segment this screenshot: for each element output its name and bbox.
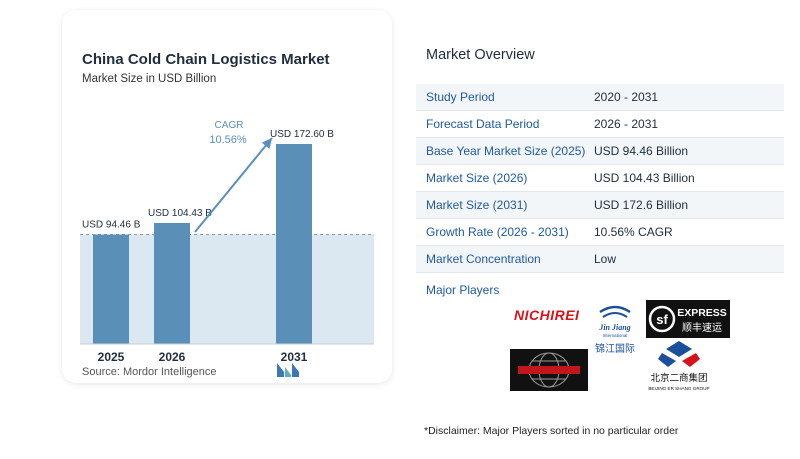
svg-text:NICHIREI: NICHIREI — [514, 307, 580, 323]
cagr-label: CAGR — [215, 120, 244, 131]
chart-title: China Cold Chain Logistics Market — [82, 51, 330, 68]
jinjiang-logo: Jin Jiang International 锦江国际 — [595, 305, 635, 355]
overview-row-label: Growth Rate (2026 - 2031) — [426, 225, 569, 239]
mordor-intelligence-logo — [277, 363, 299, 377]
globe-logo — [510, 349, 588, 391]
overview-row-value: USD 172.6 Billion — [594, 198, 689, 212]
svg-text:北京二商集团: 北京二商集团 — [650, 372, 707, 384]
bar-value-label: USD 104.43 B — [148, 208, 212, 219]
overview-row: Study Period 2020 - 2031 — [416, 84, 784, 111]
overview-row: Market Size (2031) USD 172.6 Billion — [416, 192, 784, 219]
overview-table: Study Period 2020 - 2031 Forecast Data Per… — [416, 84, 784, 273]
disclaimer: *Disclaimer: Major Players sorted in no … — [424, 425, 679, 437]
chart-card: China Cold Chain Logistics Market Market… — [62, 10, 392, 383]
bar-2025 — [93, 234, 129, 344]
x-tick-label: 2031 — [281, 350, 308, 364]
bar-2031 — [276, 144, 312, 344]
overview-row-label: Market Size (2031) — [426, 198, 528, 212]
cagr-arrow-head — [261, 138, 272, 149]
cagr-arrow — [194, 137, 273, 233]
x-tick-label: 2026 — [159, 350, 186, 364]
svg-text:顺丰速运: 顺丰速运 — [682, 321, 722, 334]
nichirei-logo: NICHIREI — [514, 307, 580, 323]
overview-row-label: Market Concentration — [426, 252, 541, 266]
overview-row-value: 2020 - 2031 — [594, 90, 659, 104]
overview-row: Market Concentration Low — [416, 246, 784, 273]
x-tick-label: 2025 — [98, 350, 125, 364]
bar-value-label: USD 172.60 B — [270, 129, 334, 140]
overview-row-label: Forecast Data Period — [426, 117, 540, 131]
cagr-value: 10.56% — [209, 134, 247, 146]
chart-subtitle: Market Size in USD Billion — [82, 73, 217, 85]
major-players-title: Major Players — [426, 283, 500, 297]
overview-row: Market Size (2026) USD 104.43 Billion — [416, 165, 784, 192]
overview-row-label: Market Size (2026) — [426, 171, 528, 185]
svg-text:锦江国际: 锦江国际 — [595, 342, 635, 355]
bar-value-label: USD 94.46 B — [82, 220, 141, 231]
bar-2026 — [154, 222, 190, 344]
overview-row-value: 10.56% CAGR — [594, 225, 673, 239]
overview-row-label: Study Period — [426, 90, 495, 104]
overview-row-value: 2026 - 2031 — [594, 117, 659, 131]
overview-row: Base Year Market Size (2025) USD 94.46 Bi… — [416, 138, 784, 165]
source-text: Source: Mordor Intelligence — [82, 366, 217, 378]
overview-row-label: Base Year Market Size (2025) — [426, 144, 586, 158]
overview-row: Forecast Data Period 2026 - 2031 — [416, 111, 784, 138]
svg-text:BEIJING ER SHANG GROUP: BEIJING ER SHANG GROUP — [648, 386, 709, 391]
overview-row-value: USD 104.43 Billion — [594, 171, 695, 185]
bar-chart: USD 94.46 B 2025 USD 104.43 B 2026 USD 172.6… — [80, 120, 374, 364]
svg-text:International: International — [603, 333, 628, 338]
overview-title: Market Overview — [426, 47, 535, 63]
svg-text:sf: sf — [656, 312, 668, 327]
beijing-ershang-logo: 北京二商集团 BEIJING ER SHANG GROUP — [648, 341, 710, 391]
overview-row: Growth Rate (2026 - 2031) 10.56% CAGR — [416, 219, 784, 246]
sf-express-logo: sf EXPRESS 顺丰速运 — [646, 300, 730, 338]
overview-row-value: USD 94.46 Billion — [594, 144, 689, 158]
svg-text:Jin Jiang: Jin Jiang — [598, 323, 630, 332]
svg-text:EXPRESS: EXPRESS — [677, 307, 727, 319]
overview-row-value: Low — [594, 252, 617, 266]
